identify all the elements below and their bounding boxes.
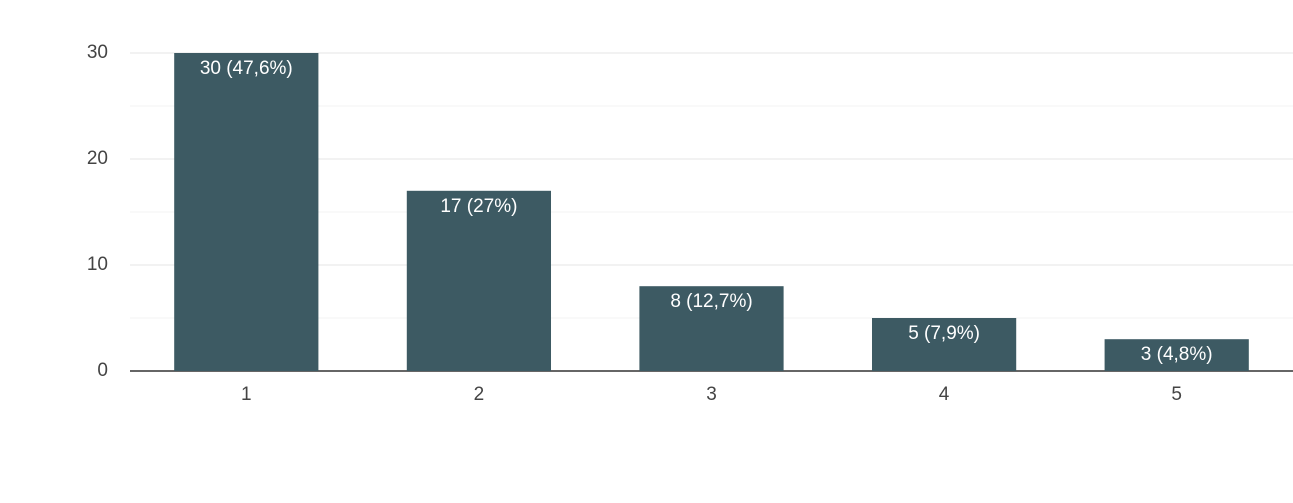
- bar: [871, 318, 1017, 371]
- y-tick-label: 0: [97, 360, 108, 381]
- x-tick-label: 3: [706, 384, 717, 405]
- value-label: 3 (4,8%): [1141, 344, 1213, 365]
- bar: [174, 53, 319, 371]
- x-tick-label: 4: [939, 384, 950, 405]
- bar: [639, 286, 784, 371]
- value-label: 17 (27%): [440, 196, 517, 217]
- y-tick-label: 10: [87, 254, 108, 275]
- value-label: 5 (7,9%): [908, 323, 980, 344]
- x-tick-label: 1: [241, 384, 252, 405]
- value-label: 8 (12,7%): [670, 291, 752, 312]
- bar: [406, 190, 552, 371]
- x-tick-label: 2: [474, 384, 485, 405]
- x-tick-label: 5: [1171, 384, 1182, 405]
- value-label: 30 (47,6%): [200, 58, 293, 79]
- bar: [1104, 339, 1249, 371]
- y-tick-label: 30: [87, 42, 108, 63]
- y-tick-label: 20: [87, 148, 108, 169]
